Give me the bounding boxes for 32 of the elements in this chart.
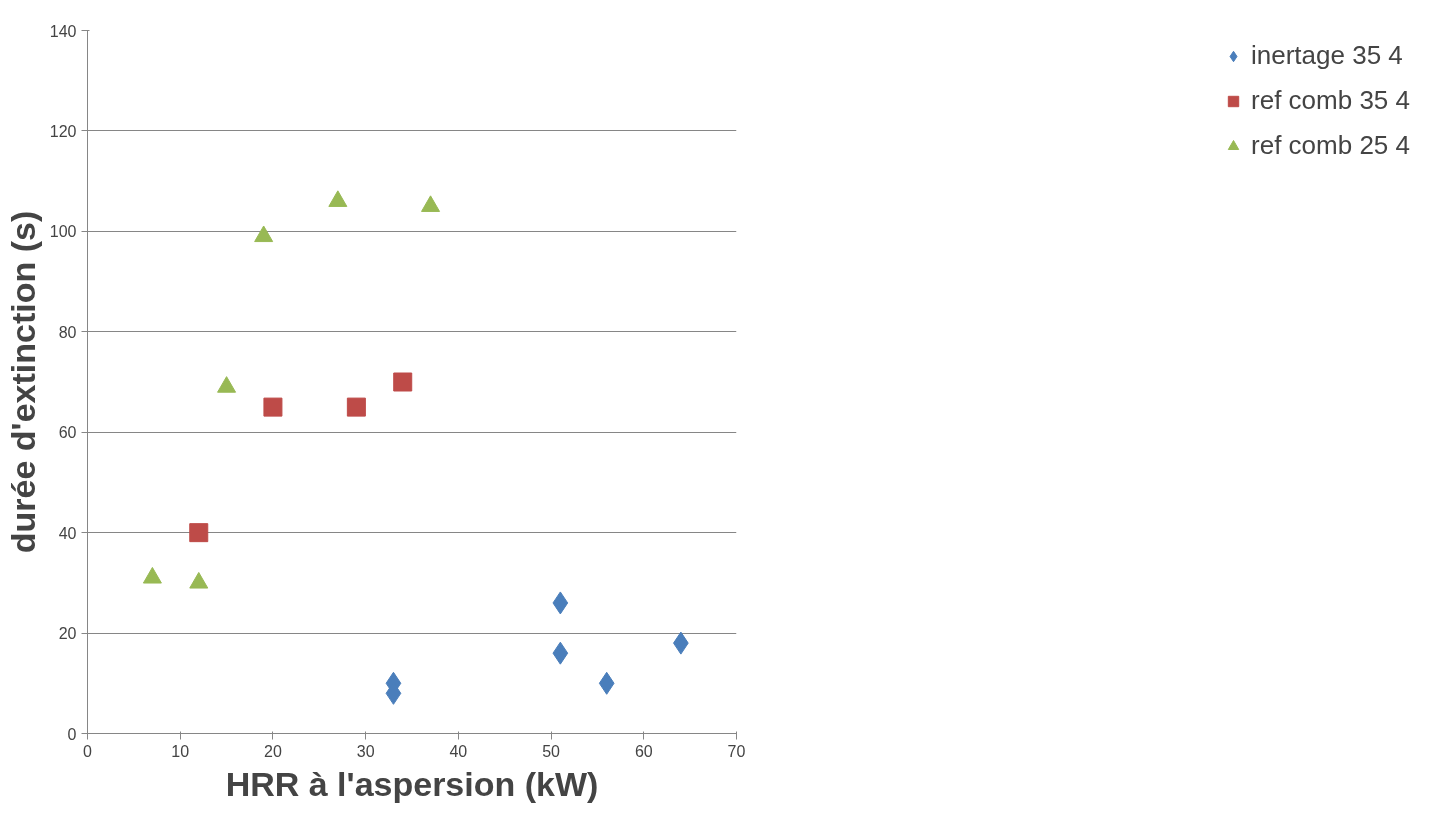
x-tick-label: 40 <box>449 742 468 760</box>
y-tick-label: 40 <box>58 524 77 542</box>
x-tick-label: 60 <box>634 742 653 760</box>
point <box>189 523 209 543</box>
x-tick-label: 20 <box>264 742 282 760</box>
y-tick-label: 140 <box>49 22 77 40</box>
point <box>552 591 569 615</box>
x-tick-label: 50 <box>542 742 561 760</box>
x-tick-label: 0 <box>83 742 93 760</box>
point <box>598 671 615 695</box>
x-tick-label: 10 <box>171 742 190 760</box>
legend-label: ref comb 25 4 <box>1251 130 1410 161</box>
x-tick-label: 70 <box>727 742 746 760</box>
y-tick-label: 100 <box>49 223 77 241</box>
y-tick-label: 20 <box>58 625 77 643</box>
point <box>393 372 413 392</box>
point <box>552 641 569 665</box>
x-axis-title: HRR à l'aspersion (kW) <box>225 764 599 803</box>
point <box>217 376 237 393</box>
point <box>263 397 283 417</box>
y-tick-label: 60 <box>58 424 77 442</box>
legend-label: inertage 35 4 <box>1251 40 1403 71</box>
x-tick-label: 30 <box>356 742 375 760</box>
y-tick-label: 0 <box>67 725 77 743</box>
point <box>254 225 274 243</box>
point <box>346 397 366 417</box>
point <box>421 195 441 212</box>
legend-label: ref comb 35 4 <box>1251 85 1410 116</box>
y-tick-label: 80 <box>58 323 77 341</box>
point <box>328 190 348 207</box>
y-axis-title: durée d'extinction (s) <box>3 210 42 554</box>
y-tick-label: 120 <box>49 122 77 140</box>
